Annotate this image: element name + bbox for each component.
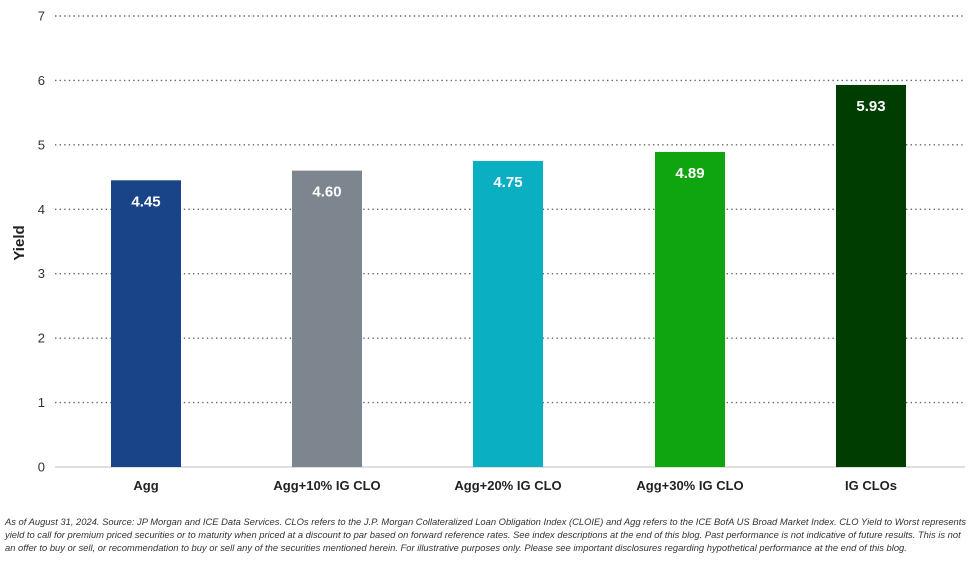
bar	[292, 170, 362, 467]
data-label: 4.75	[493, 174, 522, 191]
x-category-label: Agg	[133, 478, 158, 493]
bar	[111, 180, 181, 468]
bar	[836, 84, 906, 467]
y-tick-label: 5	[38, 137, 45, 152]
y-axis-label: Yield	[11, 225, 28, 260]
bars	[111, 84, 906, 468]
y-tick-label: 0	[38, 460, 45, 475]
x-axis-categories: Agg Agg+10% IG CLO Agg+20% IG CLO Agg+30% I…	[133, 478, 897, 493]
bar	[655, 151, 725, 468]
x-category-label: Agg+20% IG CLO	[454, 478, 561, 493]
data-label: 4.45	[131, 193, 160, 210]
y-tick-label: 7	[38, 9, 45, 24]
y-tick-label: 4	[38, 202, 45, 217]
x-category-label: Agg+30% IG CLO	[636, 478, 743, 493]
data-label: 5.93	[856, 98, 885, 115]
y-tick-label: 3	[38, 266, 45, 281]
y-tick-label: 1	[38, 395, 45, 410]
bar-chart: 0 1 2 3 4 5 6 7 4.45 4.60 4.75 4.89 5.93 Agg Agg+10%…	[11, 9, 965, 493]
y-axis-ticks: 0 1 2 3 4 5 6 7	[38, 9, 45, 475]
x-category-label: IG CLOs	[845, 478, 897, 493]
footnote: As of August 31, 2024. Source: JP Morgan…	[5, 516, 967, 554]
y-tick-label: 6	[38, 73, 45, 88]
y-tick-label: 2	[38, 331, 45, 346]
bar	[473, 160, 543, 467]
data-label: 4.89	[675, 165, 704, 182]
data-labels: 4.45 4.60 4.75 4.89 5.93	[131, 98, 885, 210]
data-label: 4.60	[312, 184, 341, 201]
x-category-label: Agg+10% IG CLO	[273, 478, 380, 493]
